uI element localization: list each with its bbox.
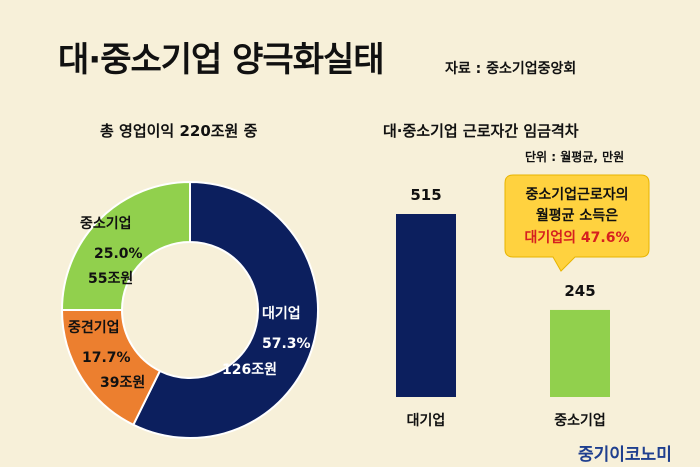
- bar-category-label: 대기업: [407, 413, 446, 429]
- bar-category-label: 중소기업: [554, 413, 606, 429]
- bar-0: [396, 214, 456, 397]
- callout-line-1: 중소기업근로자의: [525, 186, 628, 203]
- slice-name-label: 중견기업: [68, 319, 120, 336]
- slice-amount-label: 39조원: [100, 375, 145, 391]
- slice-name-label: 중소기업: [80, 216, 132, 232]
- callout-line-3: 대기업의 47.6%: [525, 229, 630, 246]
- donut-slice-2: [60, 180, 191, 311]
- page-title: 대·중소기업 양극화실태: [58, 40, 385, 80]
- slice-percent-label: 57.3%: [262, 336, 311, 352]
- brand-logo: 중기이코노미: [578, 445, 672, 465]
- pie-chart-title: 총 영업이익 220조원 중: [100, 122, 258, 140]
- slice-percent-label: 25.0%: [94, 246, 143, 262]
- source-label: 자료 : 중소기업중앙회: [445, 61, 577, 77]
- bar-chart-title: 대·중소기업 근로자간 임금격차: [383, 122, 579, 140]
- bar-value-label: 245: [564, 282, 595, 300]
- callout-line-2: 월평균 소득은: [536, 207, 618, 224]
- slice-name-label: 대기업: [262, 306, 301, 322]
- bar-chart-unit: 단위 : 월평균, 만원: [525, 150, 625, 164]
- slice-amount-label: 126조원: [222, 362, 277, 378]
- bar-value-label: 515: [410, 186, 441, 204]
- slice-percent-label: 17.7%: [82, 350, 131, 366]
- donut-slice-0: [131, 180, 319, 439]
- slice-amount-label: 55조원: [88, 271, 133, 287]
- callout-bubble: [504, 174, 650, 272]
- bar-1: [550, 309, 610, 397]
